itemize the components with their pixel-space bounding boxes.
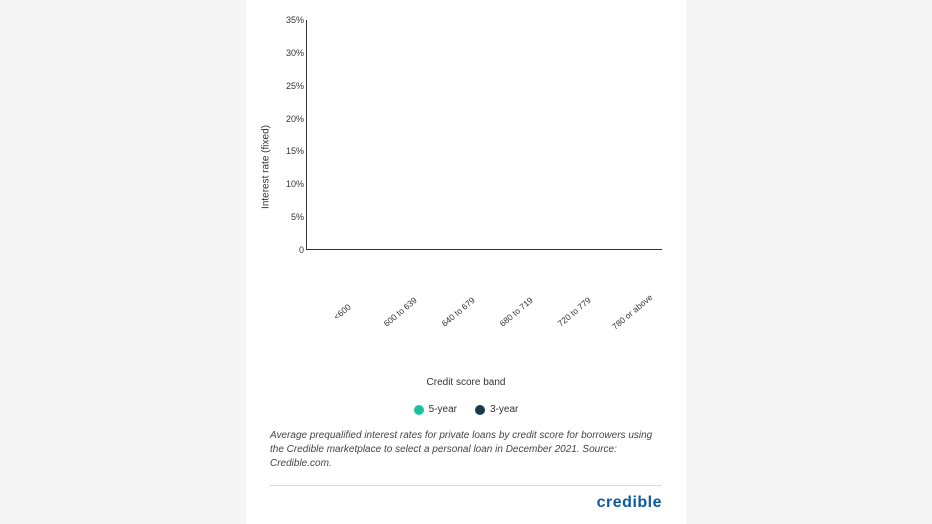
y-ticks: 05%10%15%20%25%30%35% bbox=[276, 20, 304, 250]
chart-area: Interest rate (fixed) 05%10%15%20%25%30%… bbox=[270, 16, 662, 317]
caption: Average prequalified interest rates for … bbox=[270, 429, 662, 471]
brand-logo: credible bbox=[270, 494, 662, 512]
legend-item: 3-year bbox=[475, 404, 518, 415]
legend-label: 5-year bbox=[429, 404, 457, 415]
x-tick-label: <600 bbox=[317, 289, 368, 334]
divider bbox=[270, 485, 662, 486]
legend-item: 5-year bbox=[414, 404, 457, 415]
y-tick: 5% bbox=[276, 212, 304, 222]
y-tick: 25% bbox=[276, 81, 304, 91]
x-tick-label: 600 to 639 bbox=[375, 289, 426, 334]
y-tick: 30% bbox=[276, 48, 304, 58]
x-tick-label: 720 to 779 bbox=[549, 289, 600, 334]
y-tick: 35% bbox=[276, 15, 304, 25]
y-tick: 0 bbox=[276, 245, 304, 255]
legend: 5-year 3-year bbox=[270, 404, 662, 415]
legend-swatch bbox=[414, 405, 424, 415]
y-tick: 10% bbox=[276, 179, 304, 189]
legend-label: 3-year bbox=[490, 404, 518, 415]
x-tick-label: 640 to 679 bbox=[433, 289, 484, 334]
x-labels: <600600 to 639640 to 679680 to 719720 to… bbox=[306, 300, 662, 310]
x-tick-label: 780 or above bbox=[607, 289, 658, 334]
x-tick-label: 680 to 719 bbox=[491, 289, 542, 334]
plot-area: 05%10%15%20%25%30%35% <600600 to 639640 … bbox=[306, 20, 662, 270]
y-tick: 15% bbox=[276, 146, 304, 156]
x-axis-label: Credit score band bbox=[270, 377, 662, 388]
y-tick: 20% bbox=[276, 114, 304, 124]
bars-container bbox=[306, 20, 662, 250]
y-axis-label: Interest rate (fixed) bbox=[261, 125, 272, 209]
legend-swatch bbox=[475, 405, 485, 415]
chart-card: Interest rate (fixed) 05%10%15%20%25%30%… bbox=[246, 0, 686, 524]
